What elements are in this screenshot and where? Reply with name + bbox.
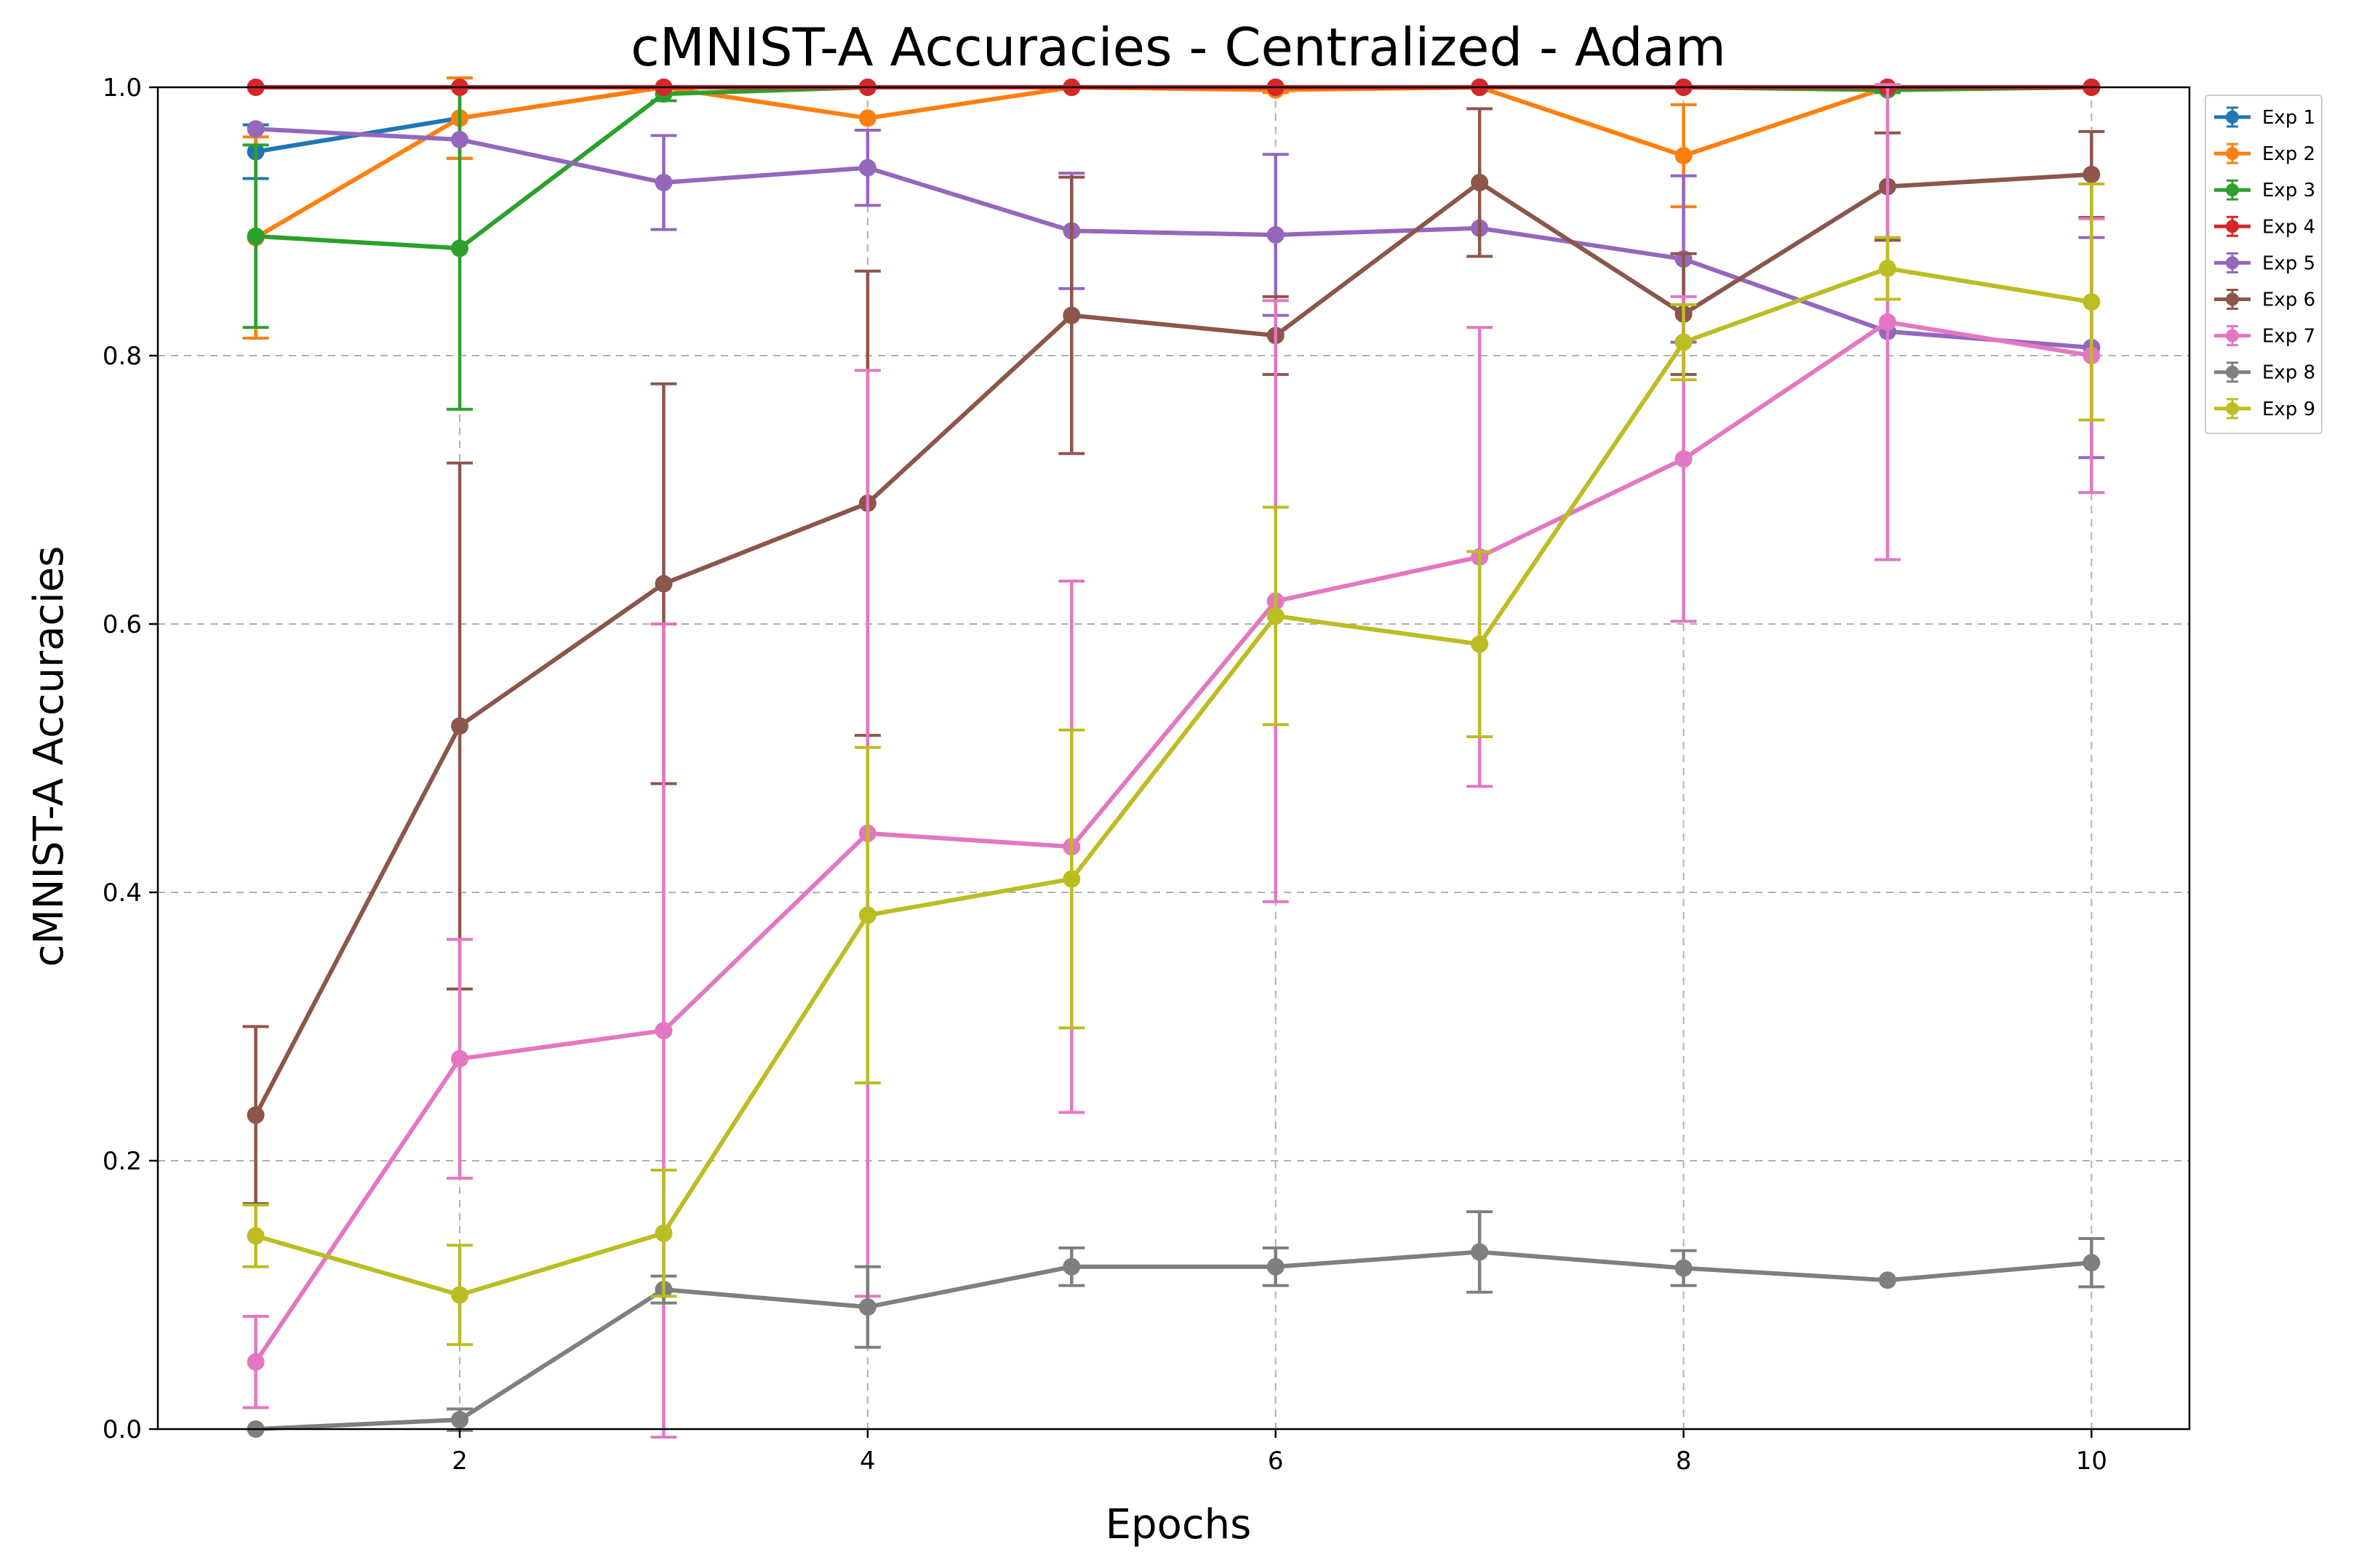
legend-marker [2226,292,2239,306]
legend-item: Exp 7 [2214,325,2315,348]
legend-label: Exp 7 [2262,326,2315,348]
legend-item: Exp 2 [2214,143,2315,165]
legend-label: Exp 3 [2262,180,2315,201]
legend-item: Exp 1 [2214,106,2315,129]
legend-item: Exp 6 [2214,289,2315,311]
legend-label: Exp 1 [2262,107,2315,129]
legend-marker [2226,111,2239,124]
y-tick-label: 1.0 [103,73,142,103]
plot-frame [156,86,2191,1431]
y-axis-title: cMNIST-A Accuracies [25,546,73,967]
data-point [858,906,876,924]
data-point [858,1298,876,1316]
series-line [254,319,2092,1364]
chart-title: cMNIST-A Accuracies - Centralized - Adam [631,17,1726,78]
legend-label: Exp 2 [2262,143,2315,165]
data-point [1063,870,1081,888]
data-point [451,1286,469,1304]
y-tick-label: 0.4 [103,879,142,908]
data-point [1063,1257,1081,1276]
data-point [2082,293,2101,311]
data-point [2082,1254,2101,1272]
series-9 [242,182,2105,1346]
data-point [247,227,265,245]
data-point [1471,173,1489,191]
data-point [2082,165,2101,183]
legend-marker [2226,147,2239,161]
y-tick-label: 0.0 [103,1415,142,1444]
data-point [451,239,469,257]
legend-label: Exp 5 [2262,252,2315,274]
data-point [247,1353,265,1371]
x-tick-label: 4 [860,1447,876,1476]
legend-item: Exp 4 [2214,215,2315,238]
data-point [1674,1259,1693,1277]
x-axis-title: Epochs [1106,1501,1252,1548]
data-point [1878,1271,1896,1289]
data-point [1471,1243,1489,1261]
data-point [451,1049,469,1068]
legend-marker [2226,183,2239,197]
x-tick-label: 6 [1268,1447,1284,1476]
y-tick-label: 0.6 [103,610,142,639]
data-point [655,1022,673,1040]
series-8 [247,1210,2105,1438]
data-point [247,1227,265,1245]
legend-label: Exp 9 [2262,399,2315,420]
data-point [858,159,876,177]
data-point [655,575,673,593]
data-point [451,130,469,148]
legend-marker [2226,365,2239,379]
data-point [247,1106,265,1124]
data-point [1878,260,1896,278]
legend-marker [2226,401,2239,415]
data-point [1674,450,1693,468]
legend-item: Exp 3 [2214,179,2315,201]
legend-label: Exp 4 [2262,216,2315,238]
legend-marker [2226,220,2239,233]
data-point [858,109,876,127]
x-tick-label: 10 [2076,1447,2107,1476]
series-line [255,266,2092,1297]
y-tick-label: 0.2 [103,1147,142,1176]
series-group [242,76,2105,1439]
legend-label: Exp 6 [2262,289,2315,311]
data-point [655,173,673,191]
data-point [1878,313,1896,331]
data-point [1266,607,1285,625]
data-point [1471,635,1489,653]
data-point [247,120,265,138]
legend-marker [2226,329,2239,343]
x-tick-label: 2 [452,1447,468,1476]
data-point [1266,225,1285,244]
data-point [1063,306,1081,324]
x-tick-label: 8 [1676,1447,1692,1476]
data-point [451,1411,469,1429]
series-line [255,127,2092,350]
data-point [1674,147,1693,165]
data-point [1266,1257,1285,1276]
legend-label: Exp 8 [2262,362,2315,384]
legend-item: Exp 5 [2214,252,2315,274]
legend-marker [2226,256,2239,270]
data-point [451,717,469,735]
series-line [253,172,2092,1116]
ticks: 2 4 6 8 10 0.0 0.2 0.4 0.6 0.8 1.0 [103,73,2107,1476]
legend-item: Exp 8 [2214,361,2315,384]
legend: Exp 1 Exp 2 Exp 3 Exp 4 Exp 5 Exp 6 Exp 7 Exp 8… [2205,95,2323,434]
y-tick-label: 0.8 [103,342,142,371]
data-point [655,1224,673,1242]
legend-item: Exp 9 [2214,398,2315,420]
data-point [1674,333,1693,351]
series-line [255,1249,2092,1431]
